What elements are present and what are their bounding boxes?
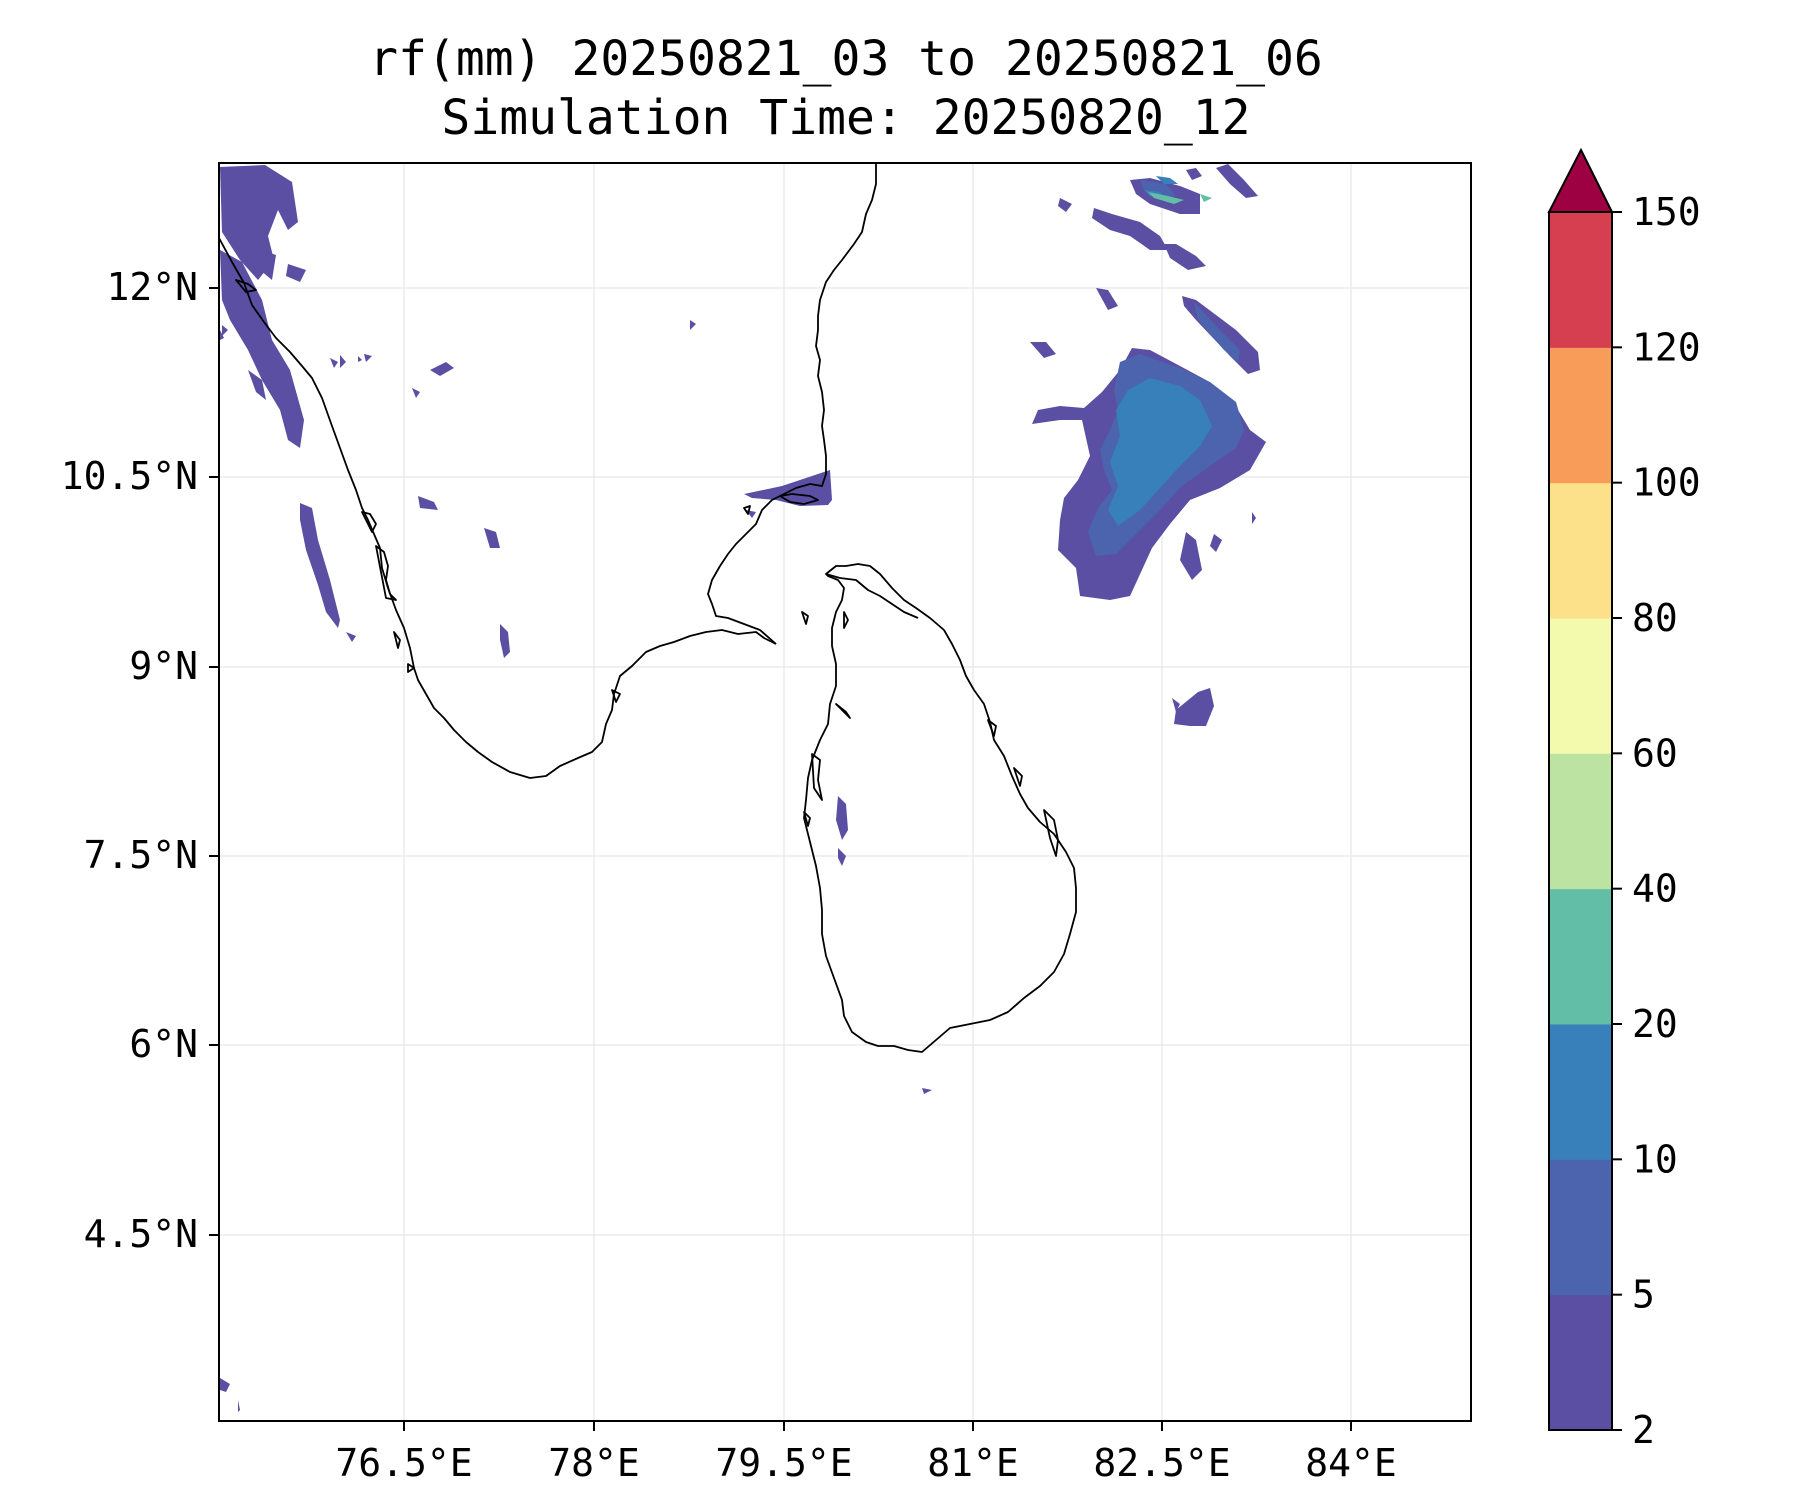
map-background: [219, 163, 1471, 1421]
colorbar: 2 5 10 20 40 60 80 100 120 150: [1547, 147, 1701, 1452]
lon-tick-label: 78°E: [548, 1441, 640, 1485]
lat-tick-label: 7.5°N: [84, 833, 198, 877]
map-frame: [218, 162, 1472, 1422]
lat-tick-label: 12°N: [106, 265, 198, 309]
colorbar-tick-label: 80: [1632, 596, 1678, 640]
colorbar-segment: [1549, 1294, 1612, 1431]
colorbar-tick-label: 10: [1632, 1137, 1678, 1181]
lat-axis: 12°N 10.5°N 9°N 7.5°N 6°N 4.5°N: [61, 265, 219, 1256]
colorbar-tick-label: 60: [1632, 731, 1678, 775]
lon-tick-label: 82.5°E: [1093, 1441, 1230, 1485]
lat-tick-label: 9°N: [129, 644, 198, 688]
colorbar-segment: [1549, 753, 1612, 890]
colorbar-ticks: 2 5 10 20 40 60 80 100 120 150: [1612, 190, 1701, 1452]
lat-tick-label: 4.5°N: [84, 1212, 198, 1256]
colorbar-tick-label: 5: [1632, 1273, 1655, 1317]
lon-tick-label: 76.5°E: [335, 1441, 472, 1485]
lon-tick-label: 84°E: [1305, 1441, 1397, 1485]
colorbar-tick-label: 120: [1632, 325, 1701, 369]
coastlines: [218, 164, 1077, 1053]
colorbar-extend-arrow: [1547, 147, 1614, 213]
colorbar-segment: [1549, 618, 1612, 754]
colorbar-segment: [1549, 888, 1612, 1025]
lon-tick-label: 81°E: [927, 1441, 1019, 1485]
lat-tick-label: 6°N: [129, 1022, 198, 1066]
map-title-line1: rf(mm) 20250821_03 to 20250821_06: [369, 31, 1323, 87]
colorbar-tick-label: 100: [1632, 461, 1701, 505]
lon-tick-label: 79.5°E: [715, 1441, 852, 1485]
colorbar-tick-label: 2: [1632, 1408, 1655, 1452]
map-title-line2: Simulation Time: 20250820_12: [441, 90, 1250, 146]
colorbar-segment: [1549, 482, 1612, 619]
colorbar-frame: [1548, 211, 1613, 1431]
colorbar-segments: [1549, 212, 1612, 1431]
rainfall-20-40mm: [1148, 192, 1212, 204]
lon-axis: 76.5°E 78°E 79.5°E 81°E 82.5°E 84°E: [335, 1421, 1397, 1485]
lat-tick-label: 10.5°N: [61, 454, 198, 498]
gridlines: [219, 163, 1471, 1421]
colorbar-tick-label: 40: [1632, 867, 1678, 911]
colorbar-segment: [1549, 1159, 1612, 1296]
map-panel: 76.5°E 78°E 79.5°E 81°E 82.5°E 84°E 12°N…: [61, 162, 1472, 1485]
colorbar-segment: [1549, 1024, 1612, 1160]
colorbar-tick-label: 20: [1632, 1002, 1678, 1046]
colorbar-segment: [1549, 347, 1612, 484]
colorbar-tick-label: 150: [1632, 190, 1701, 234]
colorbar-segment: [1549, 212, 1612, 348]
